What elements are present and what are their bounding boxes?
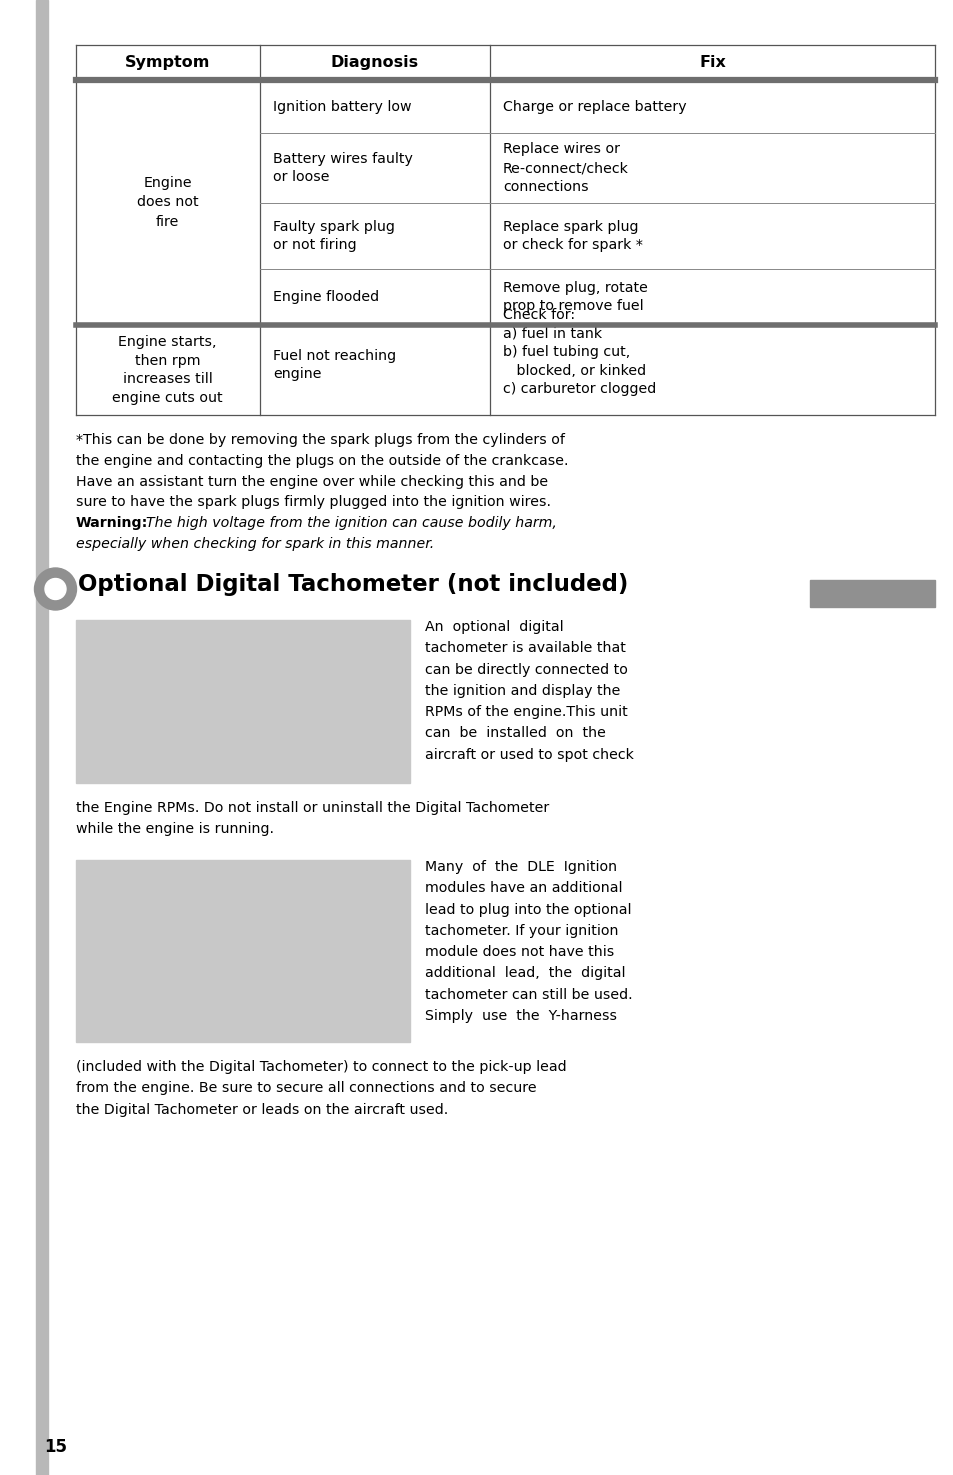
Text: Remove plug, rotate
prop to remove fuel: Remove plug, rotate prop to remove fuel — [502, 280, 647, 314]
Text: tachometer can still be used.: tachometer can still be used. — [424, 988, 632, 1002]
Text: *This can be done by removing the spark plugs from the cylinders of: *This can be done by removing the spark … — [75, 434, 564, 447]
Text: The high voltage from the ignition can cause bodily harm,: The high voltage from the ignition can c… — [147, 516, 557, 530]
Text: Faulty spark plug
or not firing: Faulty spark plug or not firing — [273, 220, 395, 252]
Text: Optional Digital Tachometer (not included): Optional Digital Tachometer (not include… — [78, 572, 628, 596]
Text: Replace spark plug
or check for spark *: Replace spark plug or check for spark * — [502, 220, 642, 252]
Bar — [36, 0, 48, 1475]
Text: Diagnosis: Diagnosis — [331, 55, 418, 69]
Text: Check for:
a) fuel in tank
b) fuel tubing cut,
   blocked, or kinked
c) carburet: Check for: a) fuel in tank b) fuel tubin… — [502, 308, 656, 397]
Circle shape — [45, 578, 66, 599]
Text: Ignition battery low: Ignition battery low — [273, 99, 411, 114]
Text: while the engine is running.: while the engine is running. — [75, 822, 274, 836]
Text: aircraft or used to spot check: aircraft or used to spot check — [424, 748, 633, 761]
Text: the Digital Tachometer or leads on the aircraft used.: the Digital Tachometer or leads on the a… — [75, 1103, 447, 1117]
Text: Engine flooded: Engine flooded — [273, 291, 378, 304]
Text: the Engine RPMs. Do not install or uninstall the Digital Tachometer: the Engine RPMs. Do not install or unins… — [75, 801, 548, 816]
Circle shape — [34, 568, 76, 611]
Text: (included with the Digital Tachometer) to connect to the pick-up lead: (included with the Digital Tachometer) t… — [75, 1061, 565, 1074]
Text: additional  lead,  the  digital: additional lead, the digital — [424, 966, 625, 981]
Text: Replace wires or
Re-connect/check
connections: Replace wires or Re-connect/check connec… — [502, 142, 628, 193]
Text: especially when checking for spark in this manner.: especially when checking for spark in th… — [75, 537, 434, 552]
Text: Simply  use  the  Y-harness: Simply use the Y-harness — [424, 1009, 617, 1024]
Text: An  optional  digital: An optional digital — [424, 620, 563, 634]
Bar — [75, 620, 410, 783]
Text: Battery wires faulty
or loose: Battery wires faulty or loose — [273, 152, 413, 184]
Text: Symptom: Symptom — [125, 55, 211, 69]
Text: Fix: Fix — [699, 55, 725, 69]
Text: 15: 15 — [44, 1438, 67, 1456]
Text: Have an assistant turn the engine over while checking this and be: Have an assistant turn the engine over w… — [75, 475, 547, 488]
Text: tachometer is available that: tachometer is available that — [424, 642, 625, 655]
Text: from the engine. Be sure to secure all connections and to secure: from the engine. Be sure to secure all c… — [75, 1081, 536, 1096]
Text: can  be  installed  on  the: can be installed on the — [424, 727, 605, 740]
Text: the engine and contacting the plugs on the outside of the crankcase.: the engine and contacting the plugs on t… — [75, 454, 567, 468]
Text: modules have an additional: modules have an additional — [424, 881, 622, 895]
Bar — [809, 580, 934, 608]
Text: Charge or replace battery: Charge or replace battery — [502, 99, 686, 114]
Text: lead to plug into the optional: lead to plug into the optional — [424, 903, 631, 916]
Text: can be directly connected to: can be directly connected to — [424, 662, 627, 677]
Text: the ignition and display the: the ignition and display the — [424, 684, 619, 698]
Bar — [75, 860, 410, 1041]
Text: Warning:: Warning: — [75, 516, 148, 530]
Text: module does not have this: module does not have this — [424, 945, 614, 959]
Text: Many  of  the  DLE  Ignition: Many of the DLE Ignition — [424, 860, 617, 875]
Text: Engine
does not
fire: Engine does not fire — [137, 176, 198, 229]
Text: Fuel not reaching
engine: Fuel not reaching engine — [273, 348, 395, 382]
Text: tachometer. If your ignition: tachometer. If your ignition — [424, 923, 618, 938]
Text: Engine starts,
then rpm
increases till
engine cuts out: Engine starts, then rpm increases till e… — [112, 335, 223, 406]
Text: RPMs of the engine.​This unit: RPMs of the engine.​This unit — [424, 705, 627, 720]
Text: sure to have the spark plugs firmly plugged into the ignition wires.: sure to have the spark plugs firmly plug… — [75, 496, 550, 509]
